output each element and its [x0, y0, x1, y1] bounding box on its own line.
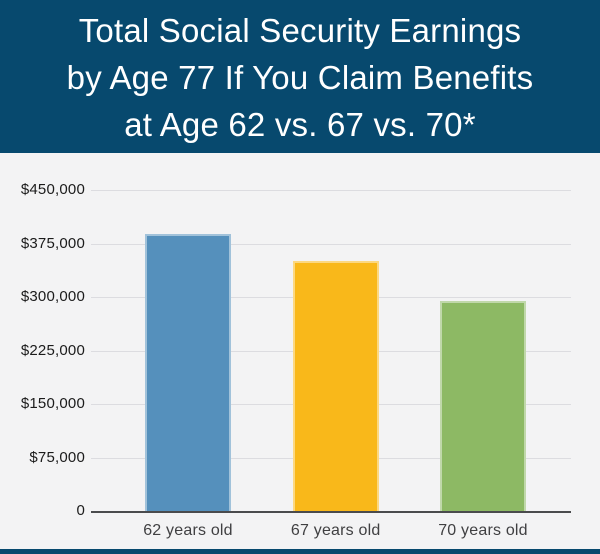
gridline [91, 243, 571, 245]
x-axis-category-label: 70 years old [438, 522, 528, 539]
bar-70 [440, 301, 526, 513]
y-axis-tick-label: $225,000 [20, 341, 85, 359]
y-axis-tick-label: $150,000 [20, 395, 85, 412]
chart-title: Total Social Security Earnings by Age 77… [57, 5, 544, 148]
bar-62 [145, 234, 231, 513]
chart-title-line-3: at Age 62 vs. 67 vs. 70* [124, 106, 476, 143]
y-axis-tick-label: $450,000 [20, 181, 85, 198]
y-axis-tick-label: $375,000 [20, 234, 85, 252]
chart-title-line-1: Total Social Security Earnings [78, 12, 522, 49]
y-axis-tick-label: $300,000 [20, 288, 85, 305]
bar-67 [292, 261, 379, 513]
y-axis-tick-label: 0 [76, 502, 85, 519]
x-axis-category-label: 67 years old [290, 522, 381, 539]
x-axis-category-label: 62 years old [143, 522, 233, 539]
chart-area: $450,000 $375,000 $300,000 $225,000 $150,000… [0, 153, 600, 549]
chart-header: Total Social Security Earnings by Age 77… [0, 0, 600, 153]
x-axis-line [91, 511, 571, 513]
gridline [91, 190, 571, 191]
footer-accent-bar [0, 549, 600, 554]
y-axis-tick-label: $75,000 [29, 448, 85, 466]
chart-title-line-2: by Age 77 If You Claim Benefits [66, 59, 534, 96]
